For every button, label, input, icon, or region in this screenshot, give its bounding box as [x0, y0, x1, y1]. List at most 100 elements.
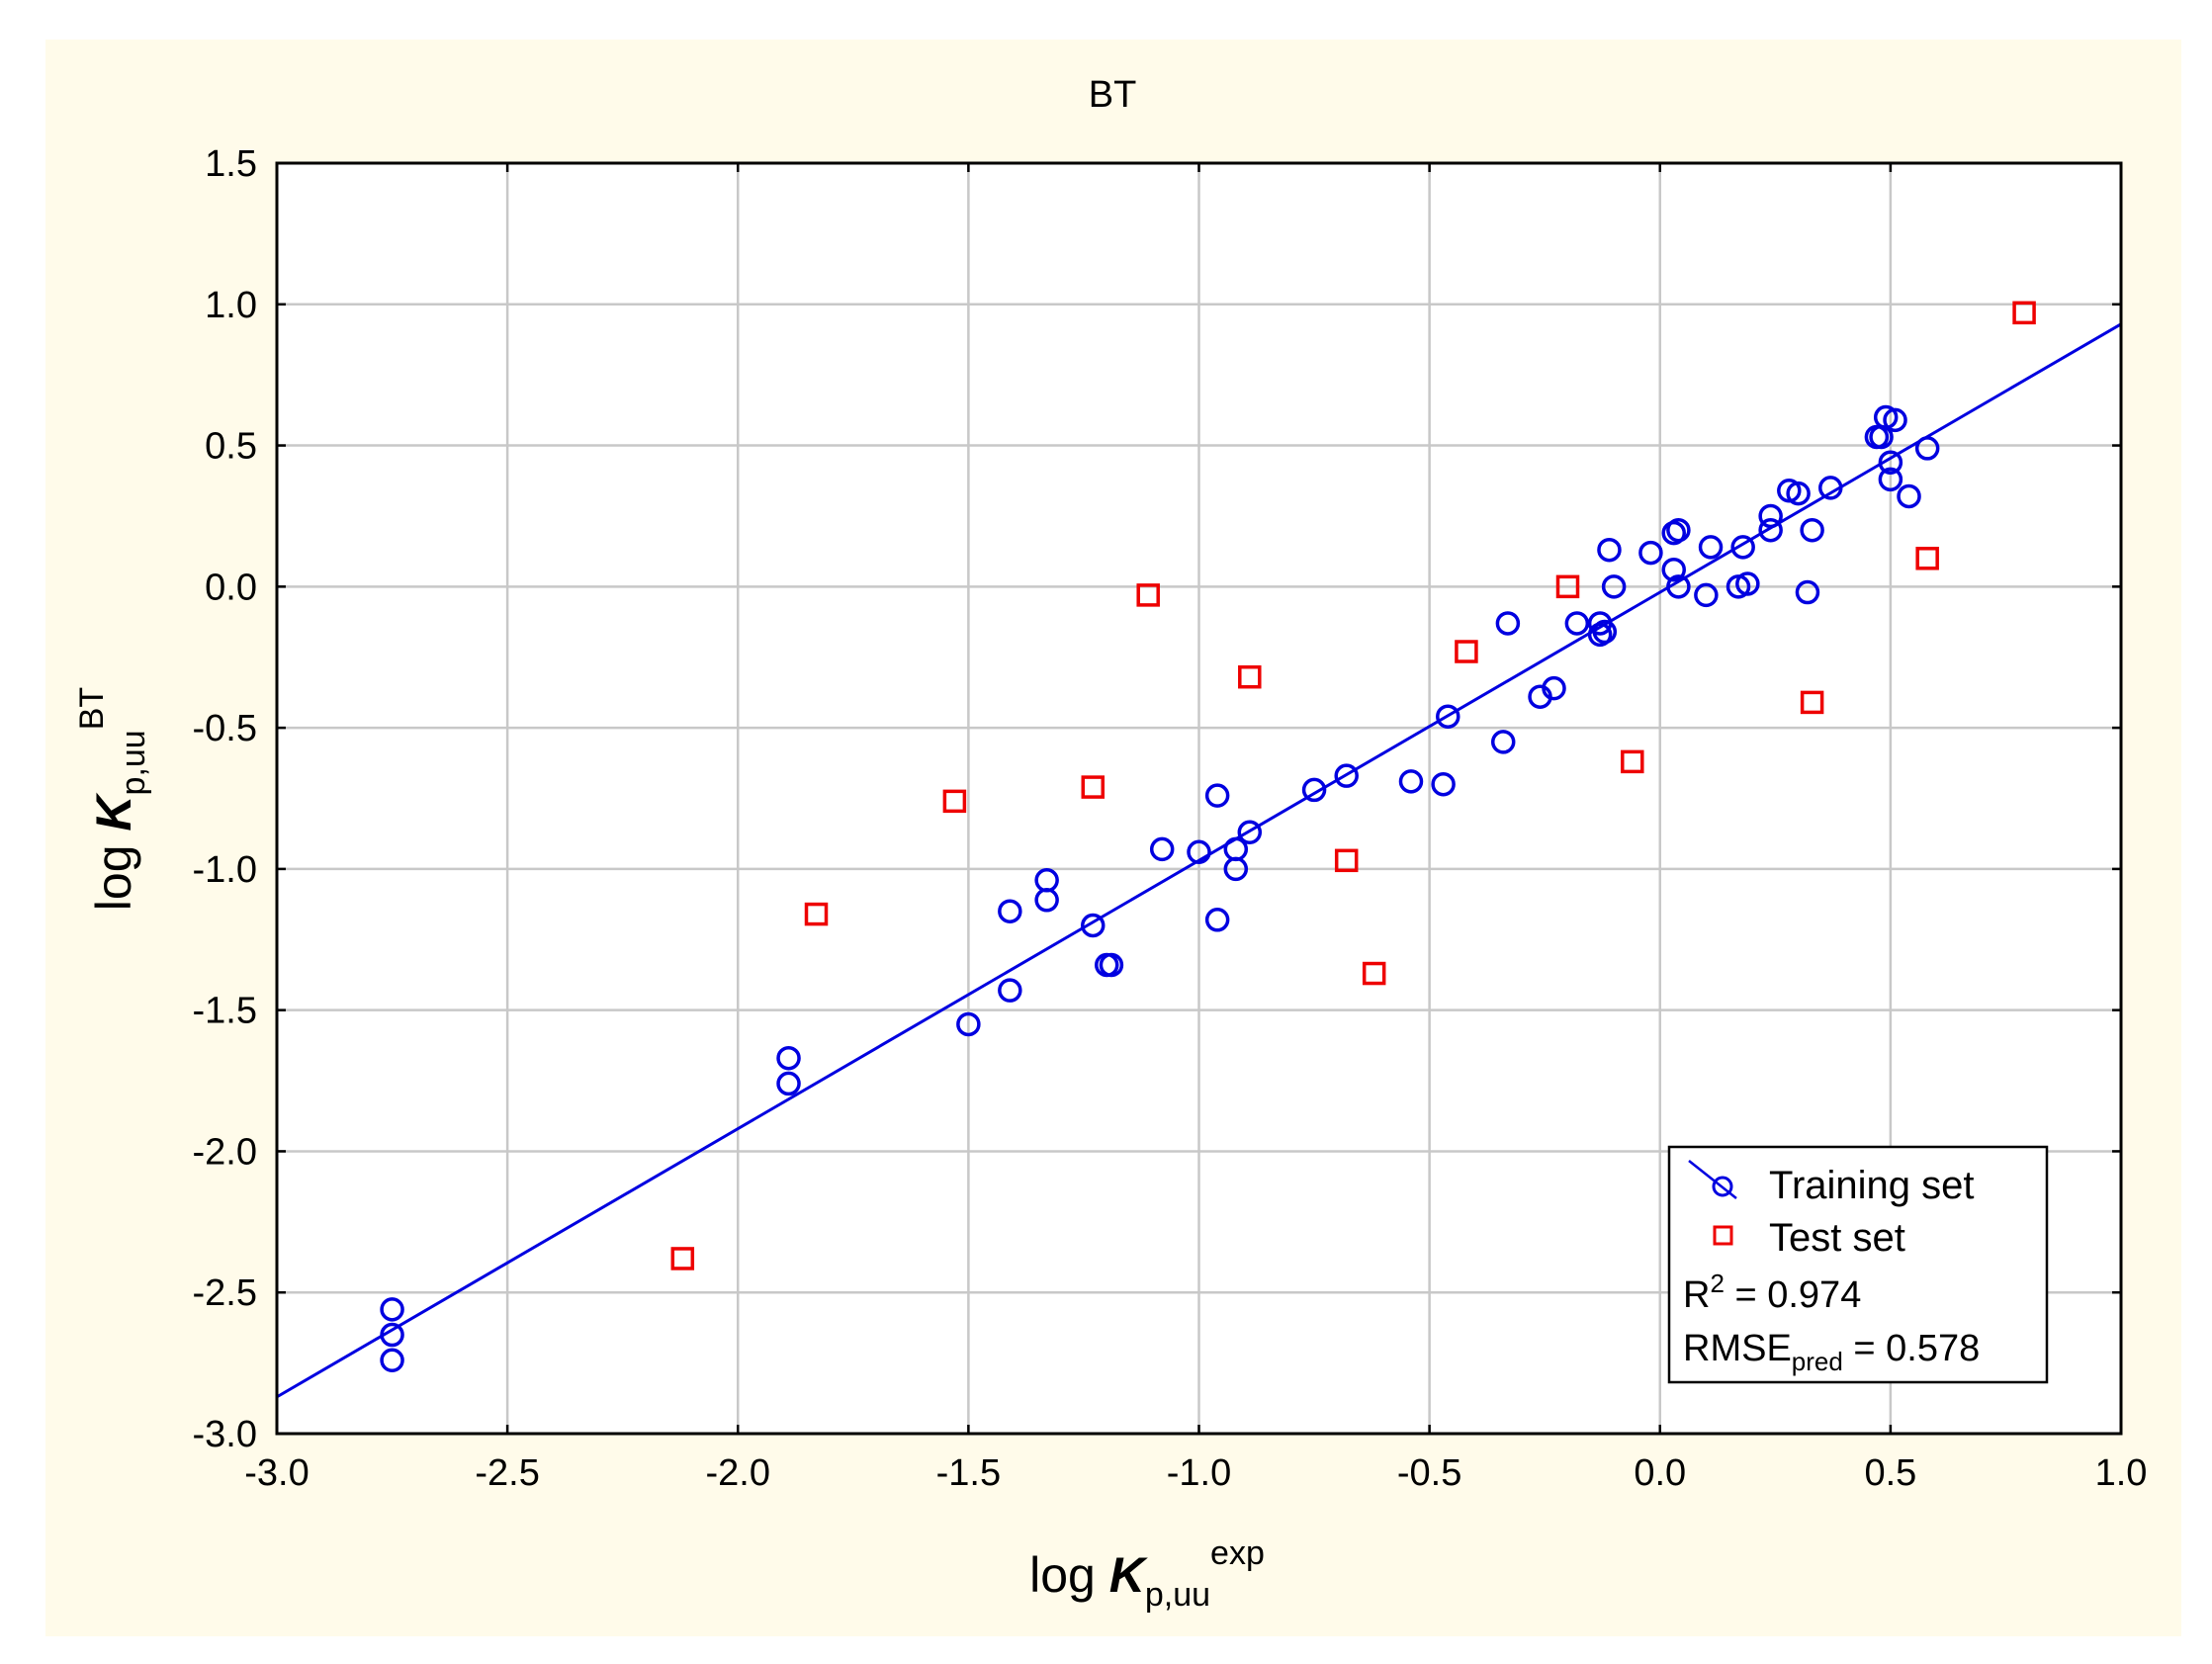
- rmse-annotation: RMSEpred = 0.578: [1683, 1328, 1980, 1376]
- training-set-point: [1597, 537, 1622, 563]
- training-set-point: [1878, 467, 1903, 492]
- test-set-point: [1362, 961, 1386, 986]
- training-set-point: [776, 1071, 801, 1096]
- test-set-point: [2012, 301, 2036, 325]
- training-set-point: [1081, 913, 1106, 938]
- y-tick-label: -2.0: [193, 1131, 257, 1173]
- training-set-point: [1301, 777, 1327, 803]
- rmse-label: RMSE: [1683, 1328, 1792, 1369]
- test-set-point: [1238, 664, 1262, 689]
- y-tick-label: 1.0: [205, 285, 257, 326]
- r2-label: R: [1683, 1274, 1710, 1316]
- y-axis-label: log Kp,uuBT: [73, 687, 152, 911]
- chart-title: BT: [1089, 74, 1137, 116]
- training-set-point: [1099, 952, 1124, 978]
- training-set-point: [1601, 574, 1627, 599]
- x-axis-label-superscript: exp: [1210, 1534, 1265, 1572]
- test-set-points: [670, 301, 2036, 1270]
- training-set-point: [1495, 611, 1521, 636]
- training-set-point: [1638, 540, 1663, 566]
- training-set-point: [1758, 503, 1783, 529]
- test-set-point: [942, 789, 967, 814]
- training-set-point: [1914, 436, 1940, 461]
- training-set-point: [1730, 535, 1755, 560]
- y-axis-label-superscript: BT: [73, 687, 111, 730]
- y-tick-label: -0.5: [193, 708, 257, 749]
- training-set-point: [380, 1322, 404, 1348]
- x-tick-label: 1.0: [2095, 1452, 2148, 1494]
- x-tick-label: -1.0: [1167, 1452, 1231, 1494]
- y-axis-label-symbol: K: [86, 792, 141, 832]
- training-set-point: [380, 1297, 404, 1322]
- x-axis-label: log Kp,uuexp: [1029, 1534, 1265, 1614]
- training-set-point: [1237, 820, 1263, 845]
- test-set-point: [1334, 848, 1359, 873]
- training-set-point: [1490, 730, 1516, 754]
- training-set-point: [380, 1348, 404, 1373]
- legend: Training set Test set R2 = 0.974 RMSEpre…: [1667, 1145, 2049, 1384]
- training-set-point: [1883, 407, 1907, 433]
- test-set-point: [1621, 749, 1644, 774]
- y-tick-label: -1.5: [193, 991, 257, 1032]
- x-axis-ticks: -3.0 -2.5 -2.0 -1.5 -1.0 -0.5 0.0 0.5 1.0: [244, 163, 2147, 1494]
- x-tick-label: -2.0: [706, 1452, 770, 1494]
- training-set-point: [1698, 535, 1724, 560]
- training-set-point: [1661, 557, 1686, 582]
- training-set-point: [1758, 517, 1783, 543]
- training-set-point: [1204, 783, 1230, 808]
- test-set-point: [1081, 775, 1106, 799]
- training-set-point: [1795, 579, 1820, 605]
- x-axis-label-base: log: [1029, 1547, 1109, 1603]
- training-set-point: [1542, 675, 1566, 701]
- training-set-point: [1149, 836, 1175, 862]
- training-set-point: [1694, 582, 1719, 608]
- training-set-point: [1398, 769, 1424, 794]
- test-set-point: [670, 1247, 695, 1270]
- r2-annotation: R2 = 0.974: [1683, 1269, 1861, 1316]
- x-tick-label: 0.5: [1864, 1452, 1916, 1494]
- training-set-point: [776, 1045, 801, 1071]
- regression-line-group: [276, 322, 2122, 1399]
- r2-superscript: 2: [1710, 1269, 1724, 1298]
- training-set-point: [1800, 517, 1824, 543]
- test-set-point: [1136, 583, 1160, 607]
- training-set-point: [998, 899, 1022, 923]
- training-set-point: [1431, 771, 1456, 797]
- x-tick-label: -1.5: [936, 1452, 1001, 1494]
- test-set-point: [804, 902, 829, 926]
- y-axis-ticks: 1.5 1.0 0.5 0.0 -0.5 -1.0 -1.5 -2.0 -2.5 -3.0: [193, 143, 2121, 1455]
- y-axis-label-subscript: p,uu: [115, 730, 152, 795]
- training-set-point: [1187, 839, 1211, 865]
- legend-test-marker: [1713, 1225, 1733, 1246]
- x-tick-label: -2.5: [475, 1452, 539, 1494]
- training-set-point: [1592, 619, 1618, 645]
- y-tick-label: -2.5: [193, 1272, 257, 1314]
- y-tick-label: -3.0: [193, 1414, 257, 1455]
- training-set-point: [1034, 888, 1059, 913]
- x-axis-label-symbol: K: [1109, 1547, 1149, 1603]
- training-set-points: [380, 404, 1940, 1373]
- training-set-point: [1786, 481, 1811, 506]
- training-set-point: [1897, 483, 1921, 509]
- y-tick-label: 1.5: [205, 143, 257, 185]
- training-set-point: [1334, 763, 1359, 788]
- test-set-point: [1555, 574, 1580, 599]
- y-axis-label-base: log: [86, 832, 141, 912]
- training-set-point: [1666, 517, 1691, 543]
- r2-value: = 0.974: [1725, 1274, 1861, 1316]
- training-set-point: [1878, 450, 1903, 475]
- training-set-point: [1564, 611, 1590, 636]
- training-set-point: [1436, 704, 1460, 729]
- training-set-point: [956, 1011, 981, 1037]
- x-tick-label: 0.0: [1634, 1452, 1686, 1494]
- training-set-point: [1223, 856, 1249, 882]
- rmse-value: = 0.578: [1843, 1328, 1980, 1369]
- y-tick-label: 0.5: [205, 426, 257, 468]
- test-set-point: [1455, 640, 1478, 663]
- x-axis-label-subscript: p,uu: [1145, 1576, 1210, 1614]
- training-set-point: [1204, 908, 1230, 932]
- training-set-point: [1735, 571, 1760, 596]
- x-tick-label: -3.0: [244, 1452, 309, 1494]
